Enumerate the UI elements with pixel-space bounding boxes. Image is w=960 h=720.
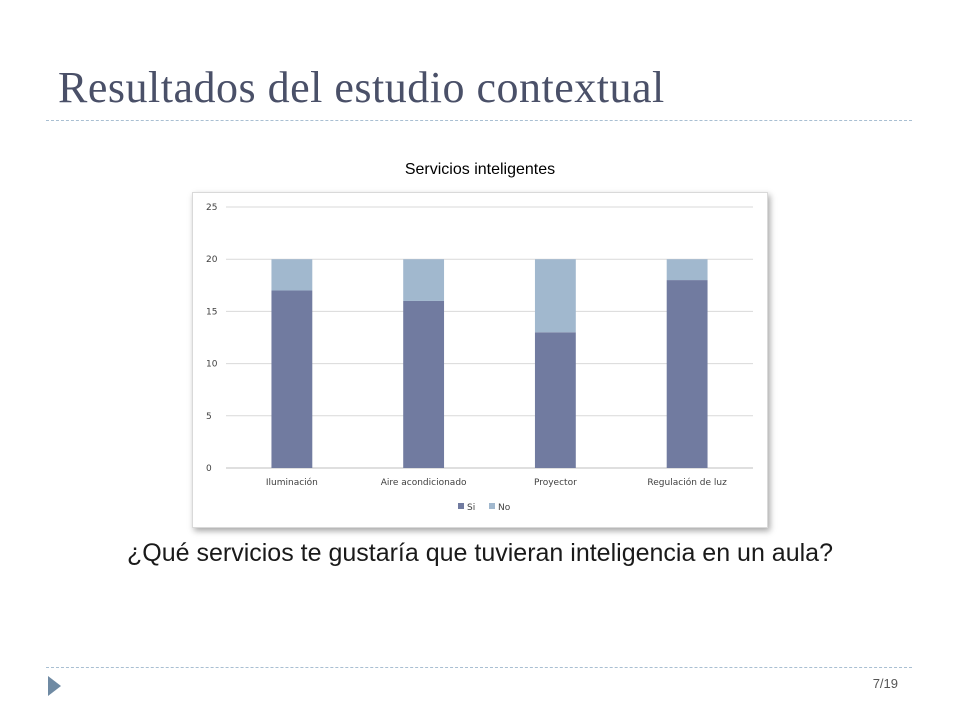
bar-no bbox=[403, 259, 445, 301]
x-category-label: Regulación de luz bbox=[647, 477, 727, 488]
legend-swatch bbox=[489, 503, 495, 509]
bar-no bbox=[666, 259, 708, 281]
footer-divider bbox=[46, 667, 912, 668]
x-category-label: Aire acondicionado bbox=[381, 478, 467, 488]
y-tick-label: 0 bbox=[206, 464, 212, 474]
bar-si bbox=[271, 290, 313, 468]
chart-title: Servicios inteligentes bbox=[404, 161, 556, 178]
bar-si bbox=[666, 280, 708, 468]
y-tick-label: 10 bbox=[206, 360, 218, 370]
y-tick-label: 15 bbox=[206, 307, 217, 317]
slide-title: Resultados del estudio contextual bbox=[58, 63, 665, 112]
bar-si bbox=[534, 332, 576, 468]
y-tick-label: 5 bbox=[206, 412, 212, 422]
bar-no bbox=[534, 259, 576, 333]
y-tick-label: 20 bbox=[206, 255, 218, 265]
bar-no bbox=[271, 259, 313, 291]
question-text: ¿Qué servicios te gustaría que tuvieran … bbox=[127, 539, 833, 567]
legend-label: No bbox=[498, 503, 511, 513]
y-tick-label: 25 bbox=[206, 203, 217, 213]
x-category-label: Iluminación bbox=[266, 477, 318, 488]
legend-label: Si bbox=[467, 503, 475, 513]
title-divider bbox=[46, 120, 912, 121]
legend-swatch bbox=[458, 503, 464, 509]
stacked-bar-chart: 0 5 10 15 20 25 Iluminación Aire acondicionado P… bbox=[206, 203, 753, 513]
x-category-label: Proyector bbox=[534, 478, 577, 488]
bar-si bbox=[403, 300, 445, 468]
chart-container: 0 5 10 15 20 25 Iluminación Aire acondicionado P… bbox=[192, 192, 768, 528]
page-number: 7/19 bbox=[872, 676, 898, 691]
triangle-right-icon bbox=[48, 676, 61, 696]
